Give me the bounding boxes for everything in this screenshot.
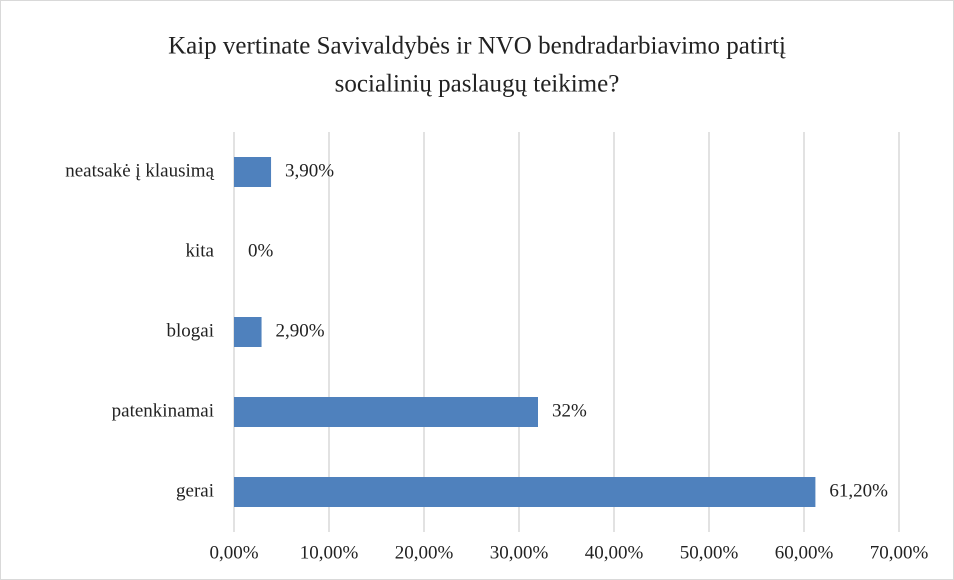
x-tick-label: 20,00% — [395, 542, 454, 563]
x-tick-label: 50,00% — [680, 542, 739, 563]
y-tick-label: patenkinamai — [112, 400, 214, 421]
x-tick-label: 0,00% — [209, 542, 258, 563]
chart-title: Kaip vertinate Savivaldybės ir NVO bendr… — [168, 33, 786, 60]
data-label: 3,90% — [285, 160, 334, 181]
y-tick-label: blogai — [167, 320, 215, 341]
bar — [234, 317, 262, 347]
data-label: 0% — [248, 240, 274, 261]
x-tick-label: 60,00% — [775, 542, 834, 563]
data-label: 2,90% — [276, 320, 325, 341]
y-tick-label: gerai — [176, 480, 214, 501]
data-label: 61,20% — [829, 480, 888, 501]
chart-title: socialinių paslaugų teikime? — [335, 71, 620, 98]
bar — [234, 157, 272, 187]
bar — [234, 477, 816, 507]
data-label: 32% — [552, 400, 587, 421]
x-tick-label: 40,00% — [585, 542, 644, 563]
y-tick-label: kita — [186, 240, 215, 261]
bar — [234, 397, 538, 427]
y-tick-label: neatsakė į klausimą — [65, 160, 214, 181]
x-tick-label: 10,00% — [300, 542, 359, 563]
x-tick-label: 70,00% — [870, 542, 929, 563]
x-tick-label: 30,00% — [490, 542, 549, 563]
